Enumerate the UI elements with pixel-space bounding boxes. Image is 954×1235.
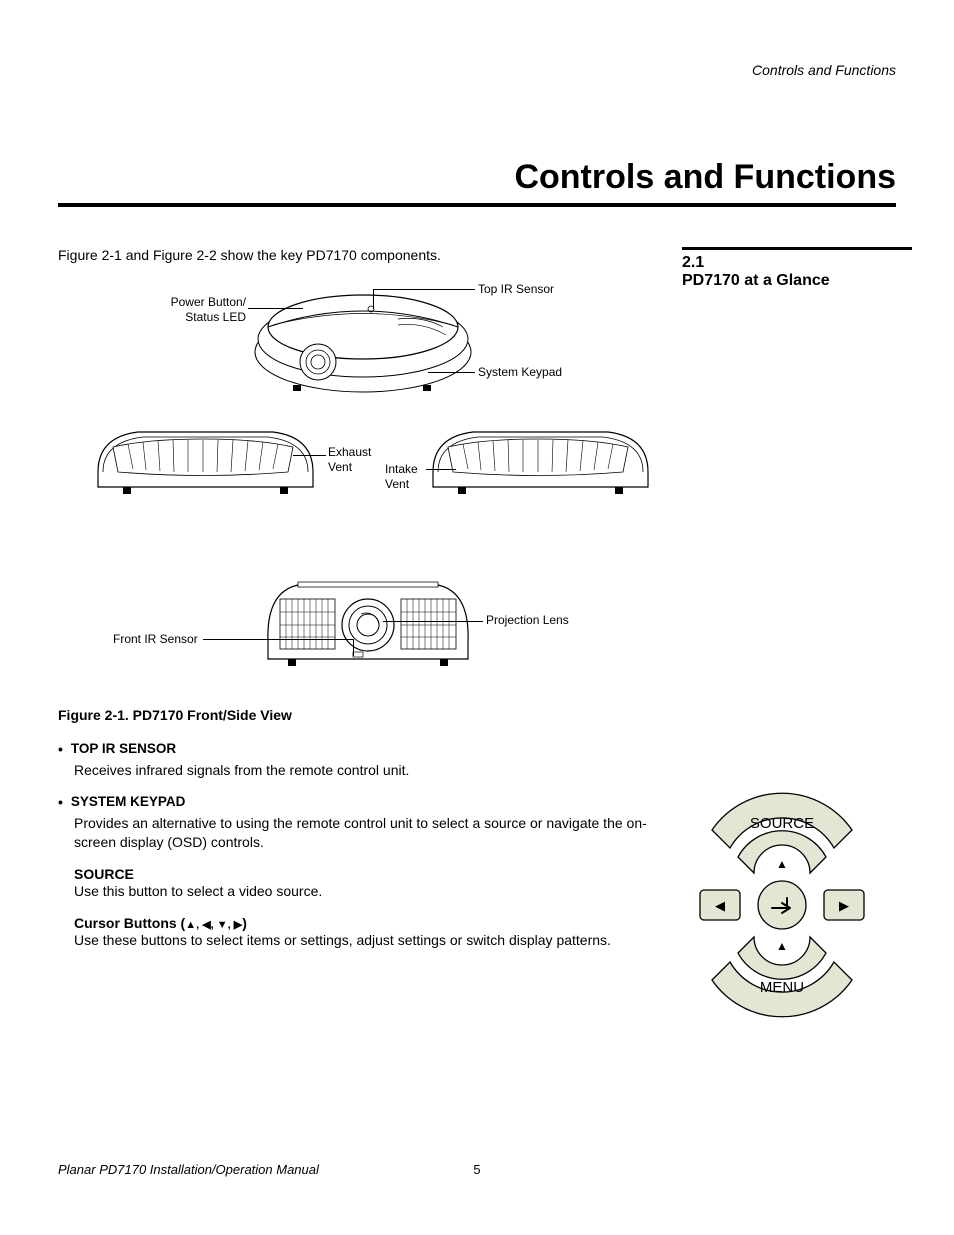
projector-front-view bbox=[258, 567, 478, 677]
projector-top-view bbox=[248, 277, 478, 397]
section-number: 2.1 bbox=[682, 254, 912, 272]
right-arrow-icon: ▶ bbox=[839, 898, 849, 913]
down-arrow-icon: ▲ bbox=[776, 939, 788, 953]
section-title: PD7170 at a Glance bbox=[682, 272, 912, 290]
keypad-diagram: SOURCE ▲ ◀ ▶ ▲ MENU bbox=[682, 780, 882, 1030]
label-projection-lens: Projection Lens bbox=[486, 613, 569, 628]
running-header: Controls and Functions bbox=[58, 62, 896, 78]
label-front-ir: Front IR Sensor bbox=[113, 632, 198, 647]
footer-page-number: 5 bbox=[473, 1162, 480, 1177]
item-system-keypad-title: SYSTEM KEYPAD bbox=[71, 794, 186, 810]
item-system-keypad-desc: Provides an alternative to using the rem… bbox=[74, 814, 658, 852]
bullet-mark: • bbox=[58, 794, 63, 810]
chapter-title: Controls and Functions bbox=[58, 158, 896, 197]
item-source-title: SOURCE bbox=[74, 866, 658, 882]
item-top-ir-title: TOP IR SENSOR bbox=[71, 741, 176, 757]
figure-2-1-diagram: Power Button/ Status LED Top IR Sensor S… bbox=[58, 277, 658, 697]
title-rule bbox=[58, 203, 896, 207]
label-exhaust-vent: Exhaust Vent bbox=[328, 445, 371, 475]
cursor-suffix: ) bbox=[242, 915, 247, 931]
projector-side-left bbox=[88, 417, 323, 507]
leader-line bbox=[373, 289, 374, 309]
item-source-desc: Use this button to select a video source… bbox=[74, 882, 658, 901]
leader-line bbox=[373, 289, 475, 290]
cursor-arrows: ▲, ◀, ▼, ▶ bbox=[185, 919, 242, 931]
leader-line bbox=[293, 455, 326, 456]
leader-line bbox=[383, 621, 483, 622]
label-intake-vent: Intake Vent bbox=[385, 462, 418, 492]
item-cursor-desc: Use these buttons to select items or set… bbox=[74, 931, 658, 950]
label-system-keypad: System Keypad bbox=[478, 365, 562, 380]
bullet-mark: • bbox=[58, 741, 63, 757]
label-power-button: Power Button/ Status LED bbox=[146, 295, 246, 325]
item-top-ir-desc: Receives infrared signals from the remot… bbox=[74, 761, 658, 780]
page-footer: Planar PD7170 Installation/Operation Man… bbox=[58, 1162, 896, 1177]
intro-text: Figure 2-1 and Figure 2-2 show the key P… bbox=[58, 247, 658, 263]
section-rule bbox=[682, 247, 912, 250]
label-top-ir: Top IR Sensor bbox=[478, 282, 554, 297]
leader-line bbox=[353, 639, 354, 656]
item-cursor-title: Cursor Buttons (▲, ◀, ▼, ▶) bbox=[74, 915, 658, 931]
figure-caption: Figure 2-1. PD7170 Front/Side View bbox=[58, 707, 658, 723]
projector-side-right bbox=[423, 417, 658, 507]
leader-line bbox=[428, 372, 475, 373]
keypad-menu-label: MENU bbox=[760, 979, 804, 996]
cursor-prefix: Cursor Buttons ( bbox=[74, 915, 185, 931]
left-arrow-icon: ◀ bbox=[715, 898, 725, 913]
footer-manual-title: Planar PD7170 Installation/Operation Man… bbox=[58, 1162, 319, 1177]
leader-line bbox=[248, 308, 303, 309]
keypad-source-label: SOURCE bbox=[750, 815, 814, 832]
leader-line bbox=[203, 639, 353, 640]
leader-line bbox=[426, 469, 456, 470]
up-arrow-icon: ▲ bbox=[776, 857, 788, 871]
